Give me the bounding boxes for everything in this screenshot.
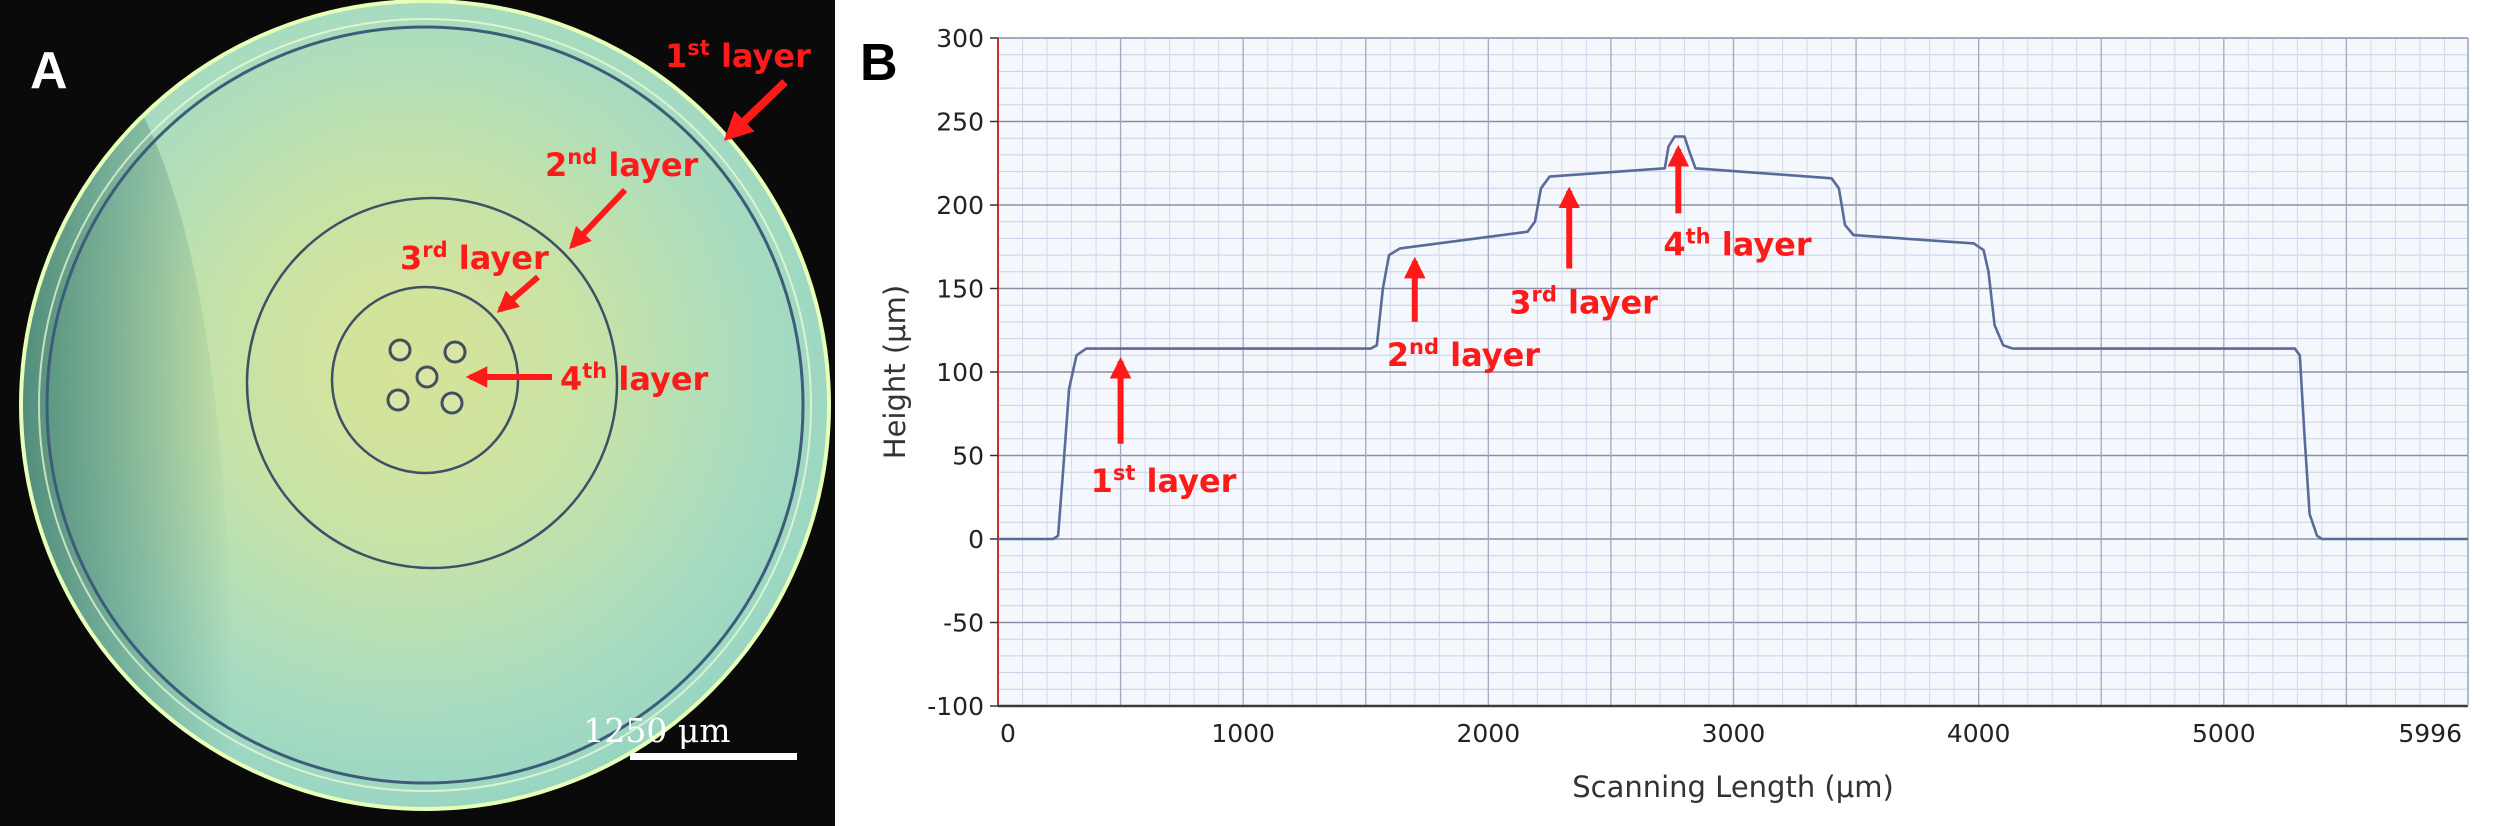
annotation-layer-2: 2nd layer — [545, 145, 699, 250]
annotation-layer-1: 1st layer — [665, 36, 811, 141]
annotation-label: 3rd layer — [1509, 282, 1658, 321]
y-tick-label: -100 — [927, 692, 984, 721]
layer-4-pillar — [443, 340, 467, 364]
scale-bar: 1250 μm — [583, 711, 797, 760]
y-tick-label: 200 — [936, 191, 984, 220]
x-tick-label: 5000 — [2192, 719, 2256, 748]
panel-b-letter: B — [860, 34, 898, 92]
y-axis-title: Height (μm) — [878, 285, 912, 459]
x-tick-label: 2000 — [1457, 719, 1521, 748]
y-tick-label: 50 — [952, 442, 984, 471]
layer-4-pillar — [415, 365, 439, 389]
layer-4-pillar — [386, 388, 410, 412]
annotation-layer-3: 3rd layer — [400, 238, 549, 313]
annotation-label: 1st layer — [1091, 461, 1237, 500]
arrow-layer-3 — [496, 274, 540, 313]
x-tick-label: 4000 — [1947, 719, 2011, 748]
annotation-layer-3: 3rd layer — [1509, 186, 1658, 321]
arrow-layer-1 — [723, 79, 788, 141]
layer-2-boundary — [245, 196, 619, 570]
y-tick-label: 300 — [936, 24, 984, 53]
y-tick-label: 250 — [936, 108, 984, 137]
panel-b-chart: B 300 250 200 150 100 50 0 -50 -100 0 1000 2000 300… — [860, 24, 2469, 804]
arrow-layer-2 — [569, 187, 628, 250]
x-tick-label: 0 — [1000, 719, 1016, 748]
x-tick-label: 5996 — [2398, 719, 2462, 748]
annotation-label: 2nd layer — [1387, 335, 1541, 374]
scale-bar-line — [630, 753, 797, 760]
x-tick-label: 1000 — [1211, 719, 1275, 748]
annotation-layer-4: 4th layer — [1663, 144, 1812, 263]
layer-4-pillar — [388, 338, 412, 362]
chart-grid — [998, 37, 2468, 707]
layer-1-highlight — [38, 18, 812, 792]
annotation-layer-4: 4th layer — [465, 359, 709, 398]
chart-series — [998, 135, 2468, 541]
panel-a-micrograph: A 1st layer 2nd layer 3rd layer 4th laye… — [0, 0, 835, 826]
svg-text:4th layer: 4th layer — [560, 359, 709, 398]
svg-text:2nd layer: 2nd layer — [545, 145, 699, 184]
layer-4-pillar — [440, 391, 464, 415]
annotation-layer-1: 1st layer — [1091, 356, 1237, 500]
y-tick-label: 100 — [936, 358, 984, 387]
panel-a-letter: A — [30, 42, 68, 100]
scale-bar-label: 1250 μm — [583, 711, 730, 750]
y-tick-label: 150 — [936, 275, 984, 304]
x-axis-ticks: 0 1000 2000 3000 4000 5000 5996 — [1000, 719, 2462, 748]
y-axis-ticks: 300 250 200 150 100 50 0 -50 -100 — [927, 24, 998, 721]
y-tick-label: -50 — [943, 609, 984, 638]
svg-text:3rd layer: 3rd layer — [400, 238, 549, 277]
x-tick-label: 3000 — [1702, 719, 1766, 748]
layer-1-boundary — [45, 25, 805, 785]
annotation-layer-2: 2nd layer — [1387, 256, 1541, 374]
annotation-label: 4th layer — [1663, 224, 1812, 263]
outer-rim — [19, 0, 831, 811]
svg-text:1st layer: 1st layer — [665, 36, 811, 75]
x-axis-title: Scanning Length (μm) — [1572, 770, 1894, 804]
y-tick-label: 0 — [968, 525, 984, 554]
height-profile-line — [998, 135, 2468, 541]
